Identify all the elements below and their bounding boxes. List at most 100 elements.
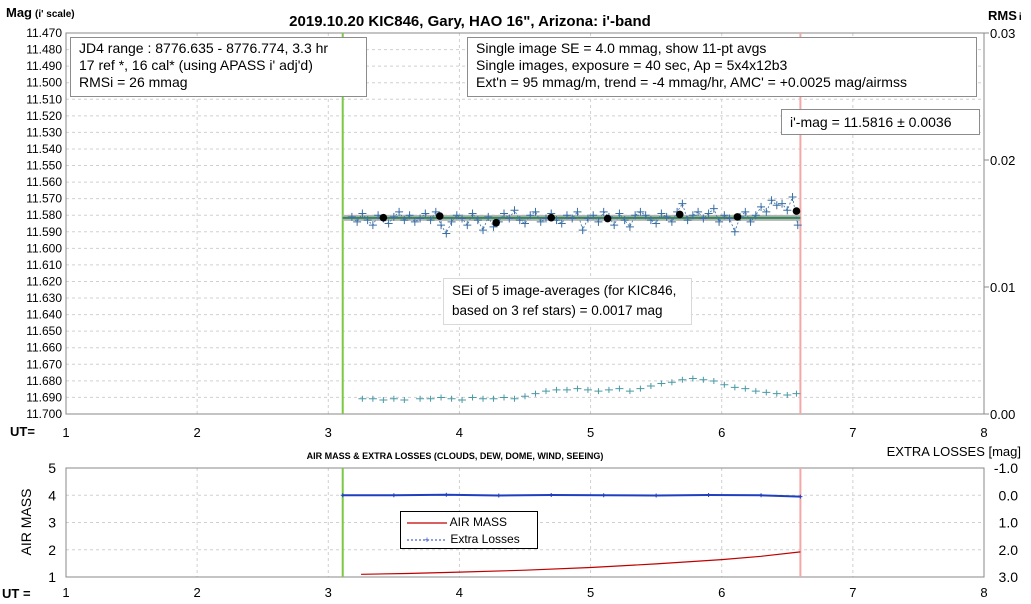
rms-point bbox=[709, 377, 718, 384]
upper-x-tick-label: 1 bbox=[62, 425, 69, 440]
legend-item-airmass: AIR MASS bbox=[407, 514, 531, 531]
single-image-point bbox=[426, 216, 435, 225]
single-image-point bbox=[410, 217, 419, 226]
single-image-point bbox=[767, 196, 776, 205]
single-image-point bbox=[521, 219, 529, 228]
single-image-point bbox=[458, 214, 467, 223]
single-image-point bbox=[741, 207, 750, 216]
lower-y2-tick-label: -1.0 bbox=[994, 460, 1018, 476]
single-image-point bbox=[683, 216, 692, 225]
image-average-point bbox=[603, 214, 612, 223]
single-image-point bbox=[720, 211, 729, 220]
single-image-point bbox=[389, 212, 398, 221]
lower-y-tick-label: 2 bbox=[48, 542, 56, 558]
lower-x-axis-label: UT = bbox=[2, 586, 31, 601]
rms-point bbox=[479, 395, 488, 402]
lower-y2-tick-label: 2.0 bbox=[999, 542, 1019, 558]
upper-y-tick-label: 11.640 bbox=[26, 308, 62, 322]
single-image-point bbox=[641, 211, 650, 220]
lower-plot-frame bbox=[65, 467, 985, 578]
single-image-point bbox=[757, 202, 766, 211]
lower-y-tick-label: 1 bbox=[48, 569, 56, 585]
rms-point bbox=[762, 389, 771, 396]
single-image-point bbox=[416, 214, 425, 223]
rms-point bbox=[447, 395, 456, 402]
rms-point bbox=[625, 388, 634, 395]
info-box-left: JD4 range : 8776.635 - 8776.774, 3.3 hr … bbox=[70, 37, 367, 97]
single-image-point bbox=[772, 201, 781, 210]
lower-y-tick-label: 5 bbox=[48, 460, 56, 476]
imag-result-box: i'-mag = 11.5816 ± 0.0036 bbox=[781, 109, 980, 135]
upper-y-tick-label: 11.660 bbox=[26, 341, 62, 355]
upper-x-axis-label: UT= bbox=[10, 424, 35, 439]
image-average-point bbox=[547, 213, 556, 222]
image-average-point bbox=[379, 213, 388, 222]
single-image-point bbox=[384, 219, 393, 228]
rms-point bbox=[400, 397, 409, 404]
single-image-point bbox=[479, 226, 488, 235]
single-image-point bbox=[657, 209, 666, 218]
single-image-point bbox=[431, 207, 440, 216]
legend-item-extra-losses: + Extra Losses bbox=[407, 531, 531, 548]
single-image-point bbox=[437, 221, 446, 230]
single-image-point bbox=[615, 209, 624, 218]
single-image-point bbox=[778, 199, 787, 208]
upper-x-tick-label: 3 bbox=[325, 425, 332, 440]
extra-losses-line bbox=[342, 493, 801, 498]
lower-y-tick-label: 3 bbox=[48, 515, 56, 531]
extra-losses-point bbox=[759, 493, 764, 498]
lower-y2-tick-label: 1.0 bbox=[999, 515, 1019, 531]
info-box-right-line-3: Ext'n = 95 mmag/m, trend = -4 mmag/hr, A… bbox=[476, 74, 907, 90]
rms-point bbox=[426, 395, 435, 402]
image-average-point bbox=[792, 207, 801, 215]
upper-y-tick-label: 11.550 bbox=[26, 159, 62, 173]
rms-point bbox=[573, 385, 582, 392]
single-image-point bbox=[725, 214, 734, 223]
legend-extra-losses-swatch: + bbox=[407, 535, 447, 545]
extra-losses-point bbox=[654, 493, 659, 498]
single-image-point bbox=[667, 217, 676, 226]
rms-point bbox=[772, 390, 781, 397]
upper-y2-tick-label: 0.03 bbox=[990, 26, 1015, 41]
single-image-point bbox=[594, 217, 603, 226]
single-image-point bbox=[526, 211, 535, 220]
rms-point bbox=[552, 386, 561, 393]
upper-y-tick-label: 11.570 bbox=[26, 192, 62, 206]
single-image-point bbox=[625, 222, 634, 231]
rms-point bbox=[783, 391, 792, 398]
image-average-point bbox=[733, 213, 742, 221]
single-image-point bbox=[347, 212, 356, 221]
single-image-point bbox=[400, 216, 409, 225]
upper-y-tick-label: 11.590 bbox=[26, 225, 62, 239]
single-image-point bbox=[578, 226, 587, 235]
single-image-point bbox=[353, 217, 362, 226]
upper-y-tick-label: 11.540 bbox=[26, 142, 62, 156]
upper-y-axis-label: Mag bbox=[6, 5, 32, 20]
rms-point bbox=[389, 395, 398, 402]
single-image-point bbox=[678, 199, 687, 208]
image-average-point bbox=[492, 218, 500, 227]
single-image-point bbox=[484, 212, 493, 221]
imag-result-text: i'-mag = 11.5816 ± 0.0036 bbox=[790, 114, 952, 130]
single-image-point bbox=[746, 217, 755, 226]
rms-point bbox=[562, 386, 571, 393]
single-image-point bbox=[568, 214, 577, 223]
rms-point bbox=[583, 386, 592, 393]
rms-point bbox=[379, 397, 388, 404]
svg-text:+: + bbox=[424, 535, 429, 545]
single-image-point bbox=[730, 227, 739, 236]
lower-x-tick-label: 8 bbox=[980, 585, 987, 600]
upper-y2-axis-label: RMS bbox=[988, 8, 1017, 23]
upper-y-tick-label: 11.580 bbox=[26, 208, 62, 222]
upper-y-tick-label: 11.500 bbox=[26, 76, 62, 90]
rms-point bbox=[458, 397, 467, 404]
image-average-point bbox=[675, 210, 684, 219]
single-image-point bbox=[368, 221, 377, 230]
upper-y2-axis-title: RMS i bbox=[988, 8, 1022, 23]
single-image-point bbox=[421, 209, 430, 218]
rms-point bbox=[510, 395, 519, 402]
sei-box: SEi of 5 image-averages (for KIC846, bas… bbox=[443, 278, 692, 325]
upper-x-tick-label: 4 bbox=[456, 425, 463, 440]
upper-y-axis-note: (i' scale) bbox=[35, 9, 75, 20]
single-image-point bbox=[573, 207, 582, 216]
